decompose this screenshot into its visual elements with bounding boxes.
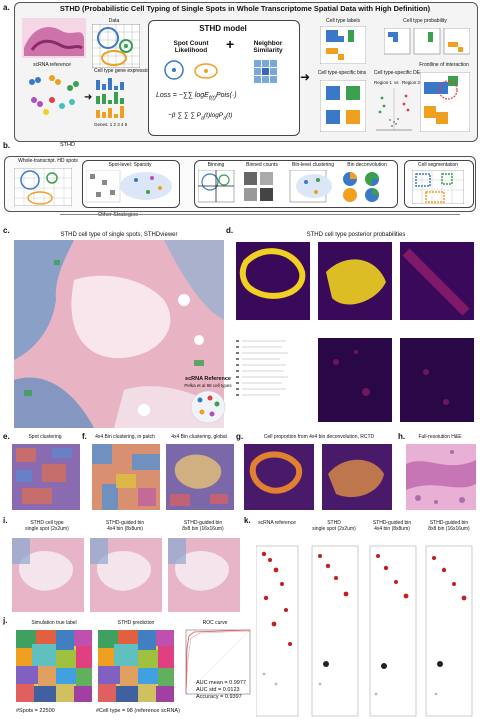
cell-seg-caption: Cell segmentation (417, 162, 459, 168)
bin-clustering-patch-image (92, 444, 160, 510)
scrna-reference-title: scRNA Reference (185, 376, 231, 382)
model-icons (164, 60, 277, 83)
panel-e-title: Spot clustering (28, 434, 62, 440)
sparsity-caption: Spot-level: Sparsity (108, 162, 152, 168)
scrna-umap (29, 75, 79, 115)
binning-caption: Binning (207, 162, 225, 168)
n-spots-text: #Spots = 22500 (16, 708, 55, 714)
panel-j-title1: Simulation true label (31, 620, 77, 626)
panel-i-title3: STHD-guided bin 8x8 bin (16x16um) (182, 520, 224, 532)
panel-a-title: STHD (Probabilistic Cell Typing of Singl… (59, 4, 431, 13)
roc-stats: AUC mean = 0.9977 AUC std = 0.0123 Accur… (196, 680, 246, 701)
binned-counts-caption: Binned counts (246, 162, 278, 168)
loss-label: Loss (156, 92, 171, 99)
panel-c-label: c. (3, 226, 10, 235)
other-strategies-line (60, 214, 460, 215)
posterior-heatmaps (236, 242, 474, 422)
auc-mean-text: AUC mean = 0.9977 (196, 680, 246, 686)
panel-j-title2: STHD prediction (117, 620, 155, 626)
vs-label: vs (394, 80, 399, 85)
scrna-reference-umap (190, 390, 226, 424)
dotplot-comparison (256, 545, 473, 717)
panel-c-title: STHD cell type of single spots, STHDview… (60, 232, 178, 238)
he-fullres-image (406, 444, 476, 510)
arrow-right-1: ➜ (84, 92, 93, 103)
panel-e-label: e. (3, 432, 10, 441)
sthd-model-title: STHD model (199, 24, 247, 33)
roc-curve-plot (185, 629, 251, 695)
region1-label: Region 1 (374, 80, 393, 85)
celltype-labels-grid (320, 26, 366, 64)
celltype-expr-bars (96, 78, 124, 118)
loss-equation-line2: −β ∑ ∑ ∑ Pa(t)logPa(t) (168, 112, 233, 122)
bin-clustering-caption: Bin-level clustering (292, 162, 334, 168)
panel-d-title: STHD cell type posterior probabilities (306, 232, 406, 238)
sthdviewer-map (14, 240, 224, 428)
panel-k-title3: STHD-guided bin 8x8 bin (16x16um) (428, 520, 470, 532)
simulation-label-maps (16, 630, 174, 702)
tissue-he-image (22, 18, 86, 58)
panel-i-title2: STHD-guided bin 4x4 bin (8x8um) (105, 520, 145, 532)
frontline-grid (420, 72, 470, 132)
wt-spots-grid (14, 168, 72, 206)
scrna-reference-sub: Pelka et al 98 cell types (184, 383, 232, 388)
sthd-guided-bin-images (12, 538, 240, 612)
celltype-bins-caption: Cell type-specific bins (317, 70, 367, 76)
panel-h-title: Full-resolution H&E (418, 434, 462, 440)
frontline-caption: Frontline of interaction (419, 62, 469, 68)
celltype-labels-caption: Cell type labels (326, 18, 360, 24)
strategies-illustrations (198, 170, 379, 203)
scrna-label: scRNA reference (33, 62, 71, 68)
data-grid (92, 24, 140, 68)
other-strategies-caption: Other Strategies (98, 212, 139, 218)
panel-j-label: j. (3, 616, 8, 625)
spot-clustering-image (12, 444, 80, 510)
panel-g-title: Cell proportion from 4x4 bin deconvoluti… (263, 434, 375, 440)
panel-j-title3: ROC curve (202, 620, 228, 626)
data-label: Data (108, 18, 120, 24)
bin-clustering-global-image (166, 444, 234, 510)
n-celltype-text: #Cell type = 98 (reference scRNA) (96, 708, 180, 714)
celltype-prob-grids (384, 28, 470, 55)
panel-g-label: g. (236, 432, 244, 441)
plus-sign: + (226, 36, 235, 52)
panel-i-title1: STHD cell type single spot (2x2um) (25, 520, 69, 532)
panel-k-title0: scRNA reference (258, 520, 296, 526)
panel-f-title: 4x4 Bin clustering, in patch (95, 434, 155, 440)
genes-axis-label: Genes: 1 2 3 4 5 (94, 122, 128, 127)
panel-h-label: h. (398, 432, 406, 441)
panel-i-label: i. (3, 516, 8, 525)
spot-count-likelihood-label: Spot Count Likelihood (173, 40, 209, 54)
celltype-de-caption: Cell type-specific DE (373, 70, 421, 76)
celltype-prob-caption: Cell type probability (403, 18, 447, 24)
cell-seg-grid (412, 170, 464, 204)
sparsity-illustration (86, 170, 172, 203)
panel-f-title2: 4x4 Bin clustering, global (171, 434, 227, 440)
de-volcano-plot (376, 88, 412, 131)
loss-equation: Loss = −∑∑ logEf(t)Pois(·) (156, 92, 237, 102)
sthd-arrow-label: STHD (60, 142, 75, 148)
neighbor-similarity-label: Neighbor Similarity (253, 40, 283, 54)
bin-deconv-caption: Bin deconvolution (347, 162, 387, 168)
panel-k-title2: STHD-guided bin 4x4 bin (8x8um) (372, 520, 412, 532)
panel-b-label: b. (3, 141, 11, 150)
panel-a-label: a. (3, 3, 10, 12)
celltype-bins-grid (320, 80, 366, 132)
accuracy-text: Accuracy = 0.9397 (196, 694, 242, 700)
panel-f-label: f. (82, 432, 87, 441)
panel-d-label: d. (226, 226, 234, 235)
celltype-expr-label: Cell type gene expression (94, 68, 152, 74)
panel-k-label: k. (244, 516, 251, 525)
celltype-legend (236, 340, 288, 396)
rctd-deconvolution-heatmaps (244, 444, 392, 510)
wt-spots-caption: Whole-transcript. HD spots (18, 158, 78, 164)
panel-k-title1: STHD single spot (2x2um) (312, 520, 356, 532)
auc-std-text: AUC std = 0.0123 (196, 687, 240, 693)
arrow-right-2: ➜ (300, 70, 311, 84)
region2-label: Region 2 (402, 80, 421, 85)
